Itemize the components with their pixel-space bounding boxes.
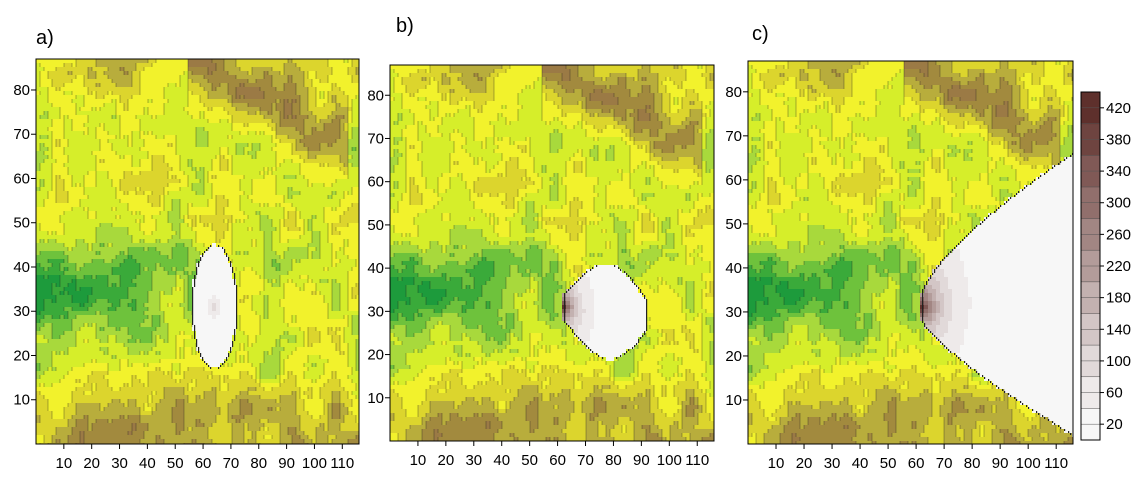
y-tick-label: 70 (367, 130, 384, 147)
colorbar-tick-label: 340 (1106, 163, 1131, 180)
x-tick-label: 50 (521, 452, 538, 469)
y-tick-label: 80 (367, 87, 384, 104)
y-tick-label: 20 (13, 347, 30, 364)
x-tick-label: 80 (605, 452, 622, 469)
colorbar-tick-label: 300 (1106, 195, 1131, 212)
contour-lines (751, 61, 1073, 444)
y-tick-label: 10 (13, 392, 30, 409)
x-tick-label: 80 (250, 455, 267, 472)
x-tick-label: 110 (1044, 455, 1068, 472)
x-tick-label: 70 (577, 452, 594, 469)
plume-outline (564, 265, 648, 359)
y-tick-label: 10 (367, 390, 384, 407)
x-tick-label: 80 (964, 455, 981, 472)
x-tick-label: 10 (56, 455, 73, 472)
terrain-field (390, 65, 714, 441)
y-tick-label: 80 (13, 82, 30, 99)
plot-frame (389, 64, 715, 442)
colorbar-tick-label: 100 (1106, 353, 1131, 370)
colorbar-tick-label: 380 (1106, 131, 1131, 148)
plot-frame (35, 58, 360, 445)
x-tick-label: 90 (633, 452, 650, 469)
x-tick-label: 100 (302, 455, 327, 472)
y-tick-label: 40 (13, 259, 30, 276)
x-tick-label: 110 (330, 455, 354, 472)
x-tick-label: 60 (549, 452, 566, 469)
colorbar-tick-label: 220 (1106, 258, 1131, 275)
contour-lines (39, 59, 357, 444)
x-tick-label: 70 (223, 455, 240, 472)
x-tick-label: 40 (493, 452, 510, 469)
contour-lines (393, 65, 711, 441)
colorbar: 20 60 100 140 180 220 260 300 340 380 420 (1080, 91, 1131, 441)
y-tick-label: 50 (367, 217, 384, 234)
y-tick-label: 60 (367, 174, 384, 191)
plume-outline (922, 153, 1073, 435)
x-tick-label: 10 (410, 452, 427, 469)
y-tick-label: 30 (13, 303, 30, 320)
x-tick-label: 90 (278, 455, 295, 472)
y-tick-label: 70 (725, 128, 742, 145)
colorbar-tick-label: 180 (1106, 290, 1131, 307)
x-tick-label: 70 (936, 455, 953, 472)
x-tick-label: 60 (908, 455, 925, 472)
colorbar-tick-label: 260 (1106, 226, 1131, 243)
y-tick-label: 40 (725, 260, 742, 277)
y-tick-label: 60 (13, 170, 30, 187)
y-tick-label: 20 (367, 347, 384, 364)
x-tick-label: 110 (685, 452, 709, 469)
x-tick-label: 100 (1016, 455, 1041, 472)
panel-label-a: a) (36, 27, 54, 49)
y-tick-label: 10 (725, 392, 742, 409)
x-tick-label: 30 (824, 455, 841, 472)
panel-b: 10 20 30 40 50 60 70 80 90 100 110 10 20 30 40 50 60 70 80 (367, 64, 715, 469)
x-tick-label: 100 (657, 452, 682, 469)
y-tick-label: 70 (13, 126, 30, 143)
y-tick-label: 60 (725, 172, 742, 189)
colorbar-segment (1081, 218, 1100, 251)
y-tick-label: 30 (367, 303, 384, 320)
y-tick-label: 80 (725, 84, 742, 101)
x-tick-label: 10 (768, 455, 785, 472)
x-tick-label: 30 (111, 455, 128, 472)
y-tick-label: 30 (725, 304, 742, 321)
panel-label-b: b) (396, 15, 414, 37)
x-tick-label: 40 (852, 455, 869, 472)
y-tick-label: 40 (367, 260, 384, 277)
x-tick-label: 50 (167, 455, 184, 472)
panel-label-c: c) (752, 23, 769, 45)
panel-a: 10 20 30 40 50 60 70 80 90 100 110 10 20 30 40 50 60 70 80 (13, 58, 360, 472)
x-tick-label: 20 (83, 455, 100, 472)
terrain-field (748, 61, 1073, 444)
plot-frame (747, 60, 1074, 445)
colorbar-tick-label: 420 (1106, 100, 1131, 117)
y-tick-label: 50 (725, 216, 742, 233)
x-tick-label: 50 (880, 455, 897, 472)
x-tick-label: 60 (195, 455, 212, 472)
panel-c: 10 20 30 40 50 60 70 80 90 100 110 10 20 30 40 50 60 70 80 (725, 60, 1074, 472)
plume-outline (192, 245, 238, 369)
x-tick-label: 90 (992, 455, 1009, 472)
x-tick-label: 40 (139, 455, 156, 472)
terrain-field (36, 59, 359, 444)
x-tick-label: 20 (438, 452, 455, 469)
y-tick-label: 20 (725, 348, 742, 365)
colorbar-tick-label: 140 (1106, 321, 1131, 338)
y-tick-label: 50 (13, 215, 30, 232)
x-tick-label: 30 (465, 452, 482, 469)
colorbar-tick-label: 60 (1106, 385, 1123, 402)
x-tick-label: 20 (796, 455, 813, 472)
colorbar-tick-label: 20 (1106, 416, 1123, 433)
